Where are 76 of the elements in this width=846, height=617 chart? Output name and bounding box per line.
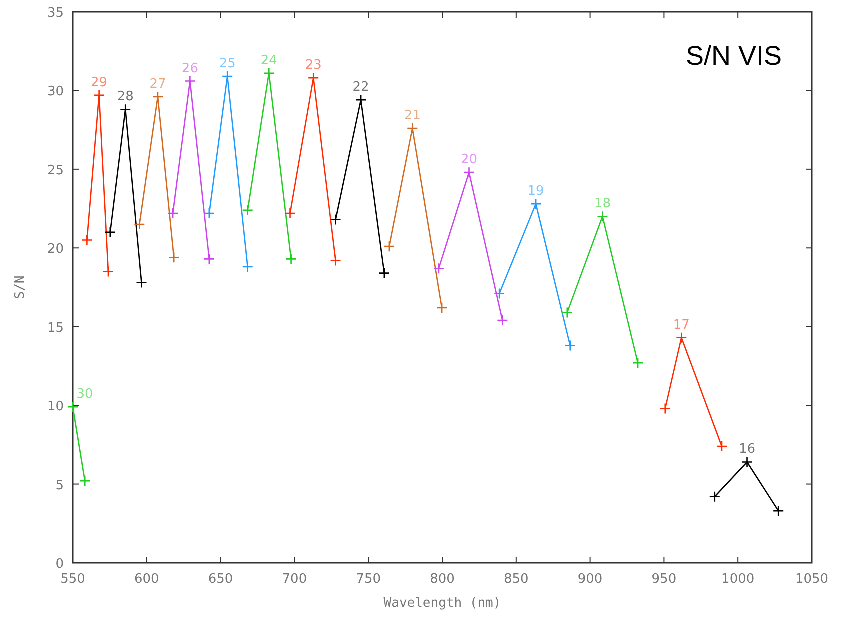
series-label: 28: [117, 90, 134, 105]
point: [406, 122, 418, 134]
point: [716, 440, 728, 452]
point: [204, 254, 216, 265]
point: [742, 456, 753, 468]
point: [67, 401, 79, 413]
x-tick-label: 900: [578, 572, 603, 587]
y-tick-label: 5: [56, 478, 64, 494]
point: [330, 255, 342, 266]
series-label: 30: [76, 387, 94, 402]
point: [384, 240, 396, 252]
series-label: 27: [150, 77, 166, 92]
y-tick-label: 30: [47, 84, 64, 100]
y-tick-label: 35: [47, 6, 64, 21]
x-tick-label: 950: [652, 572, 677, 587]
series-label: 19: [528, 184, 544, 200]
point: [632, 357, 644, 369]
series-label: 16: [738, 442, 756, 458]
point: [286, 254, 297, 265]
x-tick-label: 750: [356, 572, 382, 587]
x-tick-label: 1000: [722, 572, 755, 587]
point: [102, 266, 114, 278]
point: [378, 268, 390, 279]
point: [497, 314, 508, 326]
point: [284, 208, 296, 220]
point: [242, 261, 254, 273]
series-label: 21: [404, 108, 421, 124]
point: [167, 208, 179, 220]
x-tick-label: 650: [208, 572, 234, 587]
point: [308, 72, 320, 84]
x-tick-label: 550: [60, 572, 86, 587]
point: [433, 262, 445, 274]
point: [660, 403, 672, 414]
point: [530, 198, 542, 210]
point: [676, 332, 688, 344]
point: [464, 166, 475, 178]
series-label: 20: [460, 152, 478, 168]
point: [204, 208, 216, 220]
point: [242, 204, 254, 216]
point: [436, 302, 448, 314]
y-tick-label: 10: [47, 400, 64, 415]
point: [263, 68, 275, 80]
y-tick-label: 0: [56, 557, 64, 572]
x-tick-label: 700: [282, 572, 308, 587]
x-tick-label: 1050: [795, 572, 829, 587]
point: [82, 234, 93, 246]
point: [168, 252, 180, 264]
x-tick-label: 850: [504, 572, 529, 587]
series-label: 26: [182, 61, 198, 76]
point: [494, 288, 506, 300]
point: [562, 307, 574, 318]
point: [330, 214, 342, 226]
series-label: 22: [352, 80, 370, 96]
series-label: 18: [594, 196, 611, 212]
point: [772, 505, 784, 517]
x-tick-label: 600: [134, 572, 160, 587]
series-label: 17: [673, 318, 690, 333]
point: [134, 218, 146, 230]
x-tick-label: 800: [430, 572, 455, 587]
point: [136, 277, 148, 288]
point: [79, 475, 91, 487]
y-tick-label: 20: [47, 242, 64, 258]
x-axis-title: Wavelength (nm): [384, 596, 502, 611]
series-label: 29: [91, 75, 108, 90]
series-label: 23: [305, 58, 322, 74]
point: [104, 226, 116, 238]
point: [597, 211, 608, 222]
y-axis-title: S/N: [13, 276, 28, 300]
point: [709, 491, 721, 503]
y-tick-label: 15: [47, 320, 64, 336]
point: [564, 340, 576, 352]
series-label: 25: [219, 56, 236, 72]
y-tick-label: 25: [47, 163, 64, 178]
text: S/N VIS: [686, 41, 782, 71]
series-label: 24: [260, 53, 278, 68]
point: [355, 94, 367, 106]
